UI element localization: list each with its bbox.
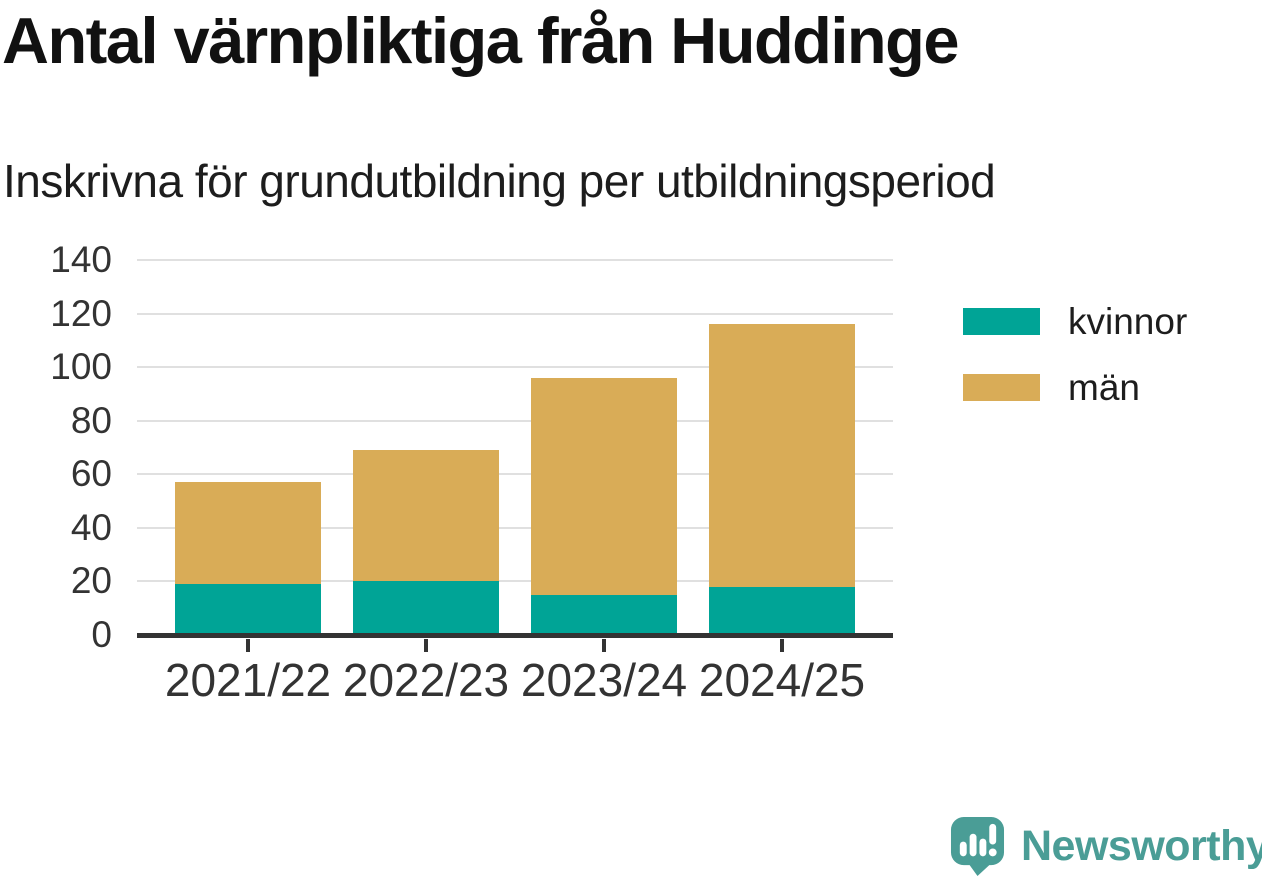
legend-label: män — [1068, 367, 1140, 408]
x-tick-mark — [424, 639, 428, 652]
bar-segment-kvinnor — [531, 594, 677, 635]
newsworthy-logo-icon — [950, 817, 1005, 876]
bar-segment-män — [175, 482, 321, 585]
gridline — [137, 366, 893, 369]
x-tick-label: 2023/24 — [520, 654, 688, 706]
x-tick-label: 2022/23 — [342, 654, 510, 706]
y-tick-label: 60 — [70, 453, 112, 495]
y-tick-label: 0 — [91, 614, 112, 655]
legend-swatch — [963, 308, 1040, 335]
gridline — [137, 312, 893, 315]
x-tick-mark — [246, 639, 250, 652]
x-tick-mark — [780, 639, 784, 652]
x-tick-mark — [602, 639, 606, 652]
gridline — [137, 526, 893, 529]
newsworthy-logo: Newsworthy — [950, 816, 1262, 876]
plot-area — [137, 259, 893, 652]
x-tick-label: 2024/25 — [698, 654, 866, 706]
legend: kvinnor män — [963, 303, 1187, 435]
bar-segment-män — [353, 450, 499, 582]
newsworthy-logo-text: Newsworthy — [1021, 821, 1262, 870]
legend-swatch — [963, 374, 1040, 401]
legend-item: kvinnor — [963, 303, 1187, 340]
x-tick-label: 2021/22 — [164, 654, 332, 706]
y-tick-label: 100 — [50, 346, 112, 388]
gridline — [137, 580, 893, 583]
gridline — [137, 473, 893, 476]
legend-label: kvinnor — [1068, 301, 1188, 342]
y-tick-label: 140 — [50, 239, 112, 280]
bar-segment-kvinnor — [353, 581, 499, 635]
page-title: Antal värnpliktiga från Huddinge — [2, 4, 959, 77]
y-tick-label: 40 — [70, 506, 112, 548]
gridline — [137, 419, 893, 422]
y-tick-label: 80 — [70, 399, 112, 441]
bar-segment-kvinnor — [709, 586, 855, 635]
bar-segment-män — [709, 324, 855, 587]
y-tick-label: 120 — [50, 292, 112, 334]
chart-subtitle: Inskrivna för grundutbildning per utbild… — [3, 155, 996, 207]
y-tick-label: 20 — [70, 560, 112, 602]
gridline — [137, 259, 893, 261]
bar-segment-män — [531, 377, 677, 595]
y-axis: 0 20 40 60 80 100 120 140 — [0, 240, 112, 655]
legend-item: män — [963, 369, 1187, 406]
x-axis-line — [137, 633, 893, 638]
bar-segment-kvinnor — [175, 584, 321, 635]
